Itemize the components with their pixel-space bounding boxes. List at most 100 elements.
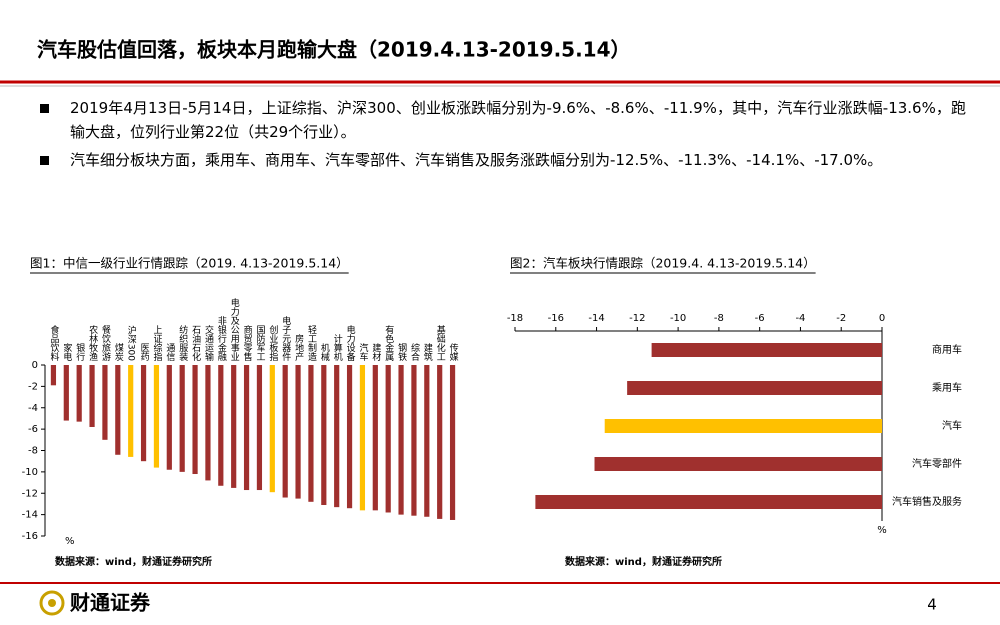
- category-label: 食品饮料: [48, 324, 59, 362]
- category-label: 餐饮旅游: [100, 324, 111, 362]
- category-label: 传媒: [448, 342, 459, 362]
- category-label: 创业板指: [267, 324, 278, 362]
- category-label: 纺织服装: [177, 324, 188, 362]
- x-tick-label: -18: [507, 313, 523, 324]
- bar: [346, 365, 353, 509]
- bar: [128, 365, 134, 457]
- y-tick-label: -10: [22, 467, 38, 478]
- bullet: 汽车细分板块方面，乘用车、商用车、汽车零部件、汽车销售及服务涨跌幅分别为-12.…: [38, 148, 966, 172]
- bar: [50, 365, 57, 386]
- category-label: 有色金属: [383, 324, 394, 362]
- bar: [192, 365, 198, 475]
- x-tick-label: -8: [714, 313, 724, 324]
- bar: [140, 365, 147, 462]
- category-label: 基础化工: [435, 324, 446, 361]
- category-label: 电力及公用事业: [229, 297, 240, 361]
- bar: [411, 365, 417, 516]
- category-label: 国防军工: [254, 325, 265, 361]
- bar: [372, 365, 378, 511]
- y-tick-label: -8: [28, 446, 38, 457]
- category-label: 非银行金融: [216, 315, 227, 362]
- x-tick-label: -12: [629, 313, 645, 324]
- bar: [102, 365, 108, 440]
- x-tick-label: -14: [588, 313, 604, 324]
- bar: [308, 365, 314, 502]
- category-label: 计算机: [332, 333, 343, 362]
- y-tick-label: -2: [28, 381, 38, 392]
- category-label: 建材: [370, 342, 381, 361]
- bar: [594, 457, 882, 471]
- bar: [231, 365, 237, 488]
- bar: [166, 365, 172, 470]
- category-label: 建筑: [422, 342, 433, 362]
- category-label: 房地产: [293, 333, 304, 362]
- category-label: 汽车: [942, 419, 962, 432]
- bar: [63, 365, 69, 421]
- bar: [115, 365, 121, 455]
- bar: [153, 365, 160, 468]
- bar: [627, 381, 882, 395]
- logo-icon-dot: [48, 599, 56, 607]
- category-label: 交通运输: [203, 324, 214, 362]
- logo-text: 财通证券: [70, 591, 151, 615]
- unit-label: %: [65, 536, 75, 547]
- category-label: 煤炭: [113, 342, 124, 362]
- bullet-text: 2019年4月13日-5月14日，上证综指、沪深300、创业板涨跌幅分别为-9.…: [70, 99, 966, 141]
- x-tick-label: -10: [670, 313, 686, 324]
- bar: [89, 365, 95, 427]
- source-note: 数据来源：wind，财通证券研究所: [55, 555, 212, 568]
- category-label: 乘用车: [932, 381, 962, 394]
- bullet-text: 汽车细分板块方面，乘用车、商用车、汽车零部件、汽车销售及服务涨跌幅分别为-12.…: [70, 151, 883, 169]
- page-number: 4: [927, 596, 937, 614]
- category-label: 家电: [61, 342, 72, 361]
- logo-icon: [39, 590, 65, 616]
- bar: [398, 365, 404, 515]
- category-label: 商用车: [932, 343, 962, 356]
- bar: [437, 365, 443, 519]
- y-tick-label: -14: [22, 510, 38, 521]
- bar: [359, 365, 366, 511]
- bar: [179, 365, 185, 472]
- y-tick-label: -6: [28, 424, 38, 435]
- bar: [449, 365, 456, 520]
- y-tick-label: -4: [28, 403, 38, 414]
- bar: [651, 343, 882, 357]
- x-tick-label: 0: [879, 313, 885, 324]
- bar: [269, 365, 275, 493]
- category-label: 电力设备: [345, 324, 356, 361]
- category-label: 汽车: [357, 342, 368, 362]
- category-label: 电子元器件: [280, 315, 291, 362]
- bar: [76, 365, 82, 422]
- bar: [218, 365, 224, 486]
- category-label: 汽车销售及服务: [892, 495, 962, 508]
- bullet: 2019年4月13日-5月14日，上证综指、沪深300、创业板涨跌幅分别为-9.…: [38, 96, 966, 144]
- category-label: 钢铁: [396, 342, 407, 362]
- category-label: 商贸零售: [242, 324, 253, 362]
- bar: [205, 365, 211, 481]
- unit-label: %: [877, 525, 887, 536]
- category-label: 石油石化: [190, 325, 201, 362]
- slide-title: 汽车股估值回落，板块本月跑输大盘（2019.4.13-2019.5.14）: [37, 38, 631, 62]
- y-tick-label: 0: [32, 360, 38, 371]
- source-note: 数据来源：wind，财通证券研究所: [565, 555, 722, 568]
- category-label: 轻工制造: [306, 324, 317, 362]
- category-label: 综合: [409, 342, 420, 362]
- bar: [256, 365, 263, 491]
- category-label: 银行: [74, 342, 85, 362]
- bar: [604, 419, 882, 433]
- bar: [282, 365, 288, 498]
- x-tick-label: -2: [836, 313, 846, 324]
- bar: [334, 365, 340, 508]
- chart-title: 图2：汽车板块行情跟踪（2019.4. 4.13-2019.5.14）: [510, 256, 816, 271]
- bar: [243, 365, 250, 491]
- y-tick-label: -16: [22, 531, 38, 542]
- category-label: 通信: [164, 343, 175, 362]
- x-tick-label: -4: [795, 313, 805, 324]
- category-label: 医药: [139, 343, 150, 362]
- bar: [385, 365, 391, 513]
- chart-title: 图1：中信一级行业行情跟踪（2019. 4.13-2019.5.14）: [30, 256, 349, 271]
- category-label: 农林牧渔: [87, 324, 98, 361]
- bar: [424, 365, 430, 517]
